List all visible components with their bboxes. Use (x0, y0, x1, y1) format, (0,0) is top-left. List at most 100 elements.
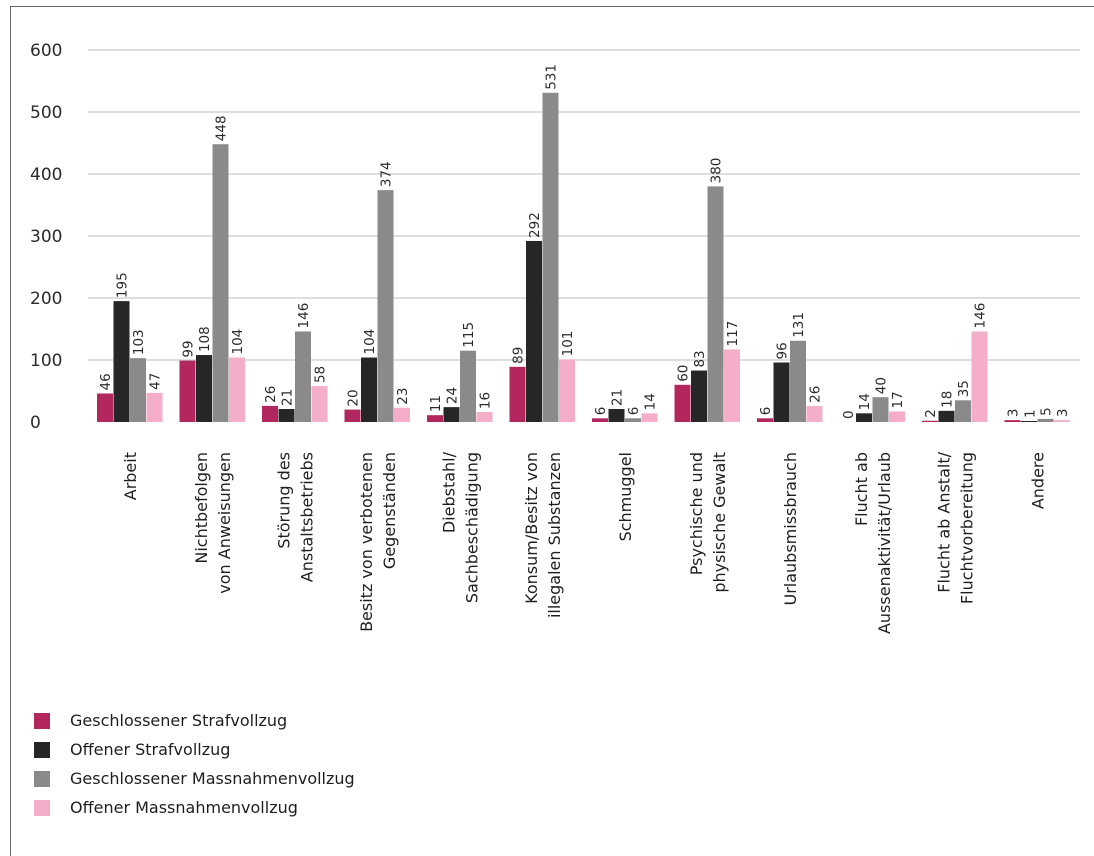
data-label: 18 (940, 391, 956, 408)
category-label: Störung des Anstaltsbetriebs (275, 452, 317, 582)
bar (955, 400, 971, 422)
category-label: Andere (1029, 452, 1048, 509)
bar (971, 331, 988, 422)
bar (262, 405, 278, 422)
legend-label: Offener Massnahmenvollzug (70, 798, 298, 817)
data-label: 101 (560, 331, 576, 357)
bar (113, 301, 130, 422)
data-label: 6 (593, 407, 609, 416)
category-label: Diebstahl/Sachbeschädigung (440, 451, 482, 603)
bar (757, 418, 773, 422)
bar (476, 412, 493, 422)
bar (361, 357, 377, 422)
category-label-line: Andere (1029, 452, 1048, 509)
bar (229, 357, 245, 422)
category-label-line: Flucht ab (852, 452, 871, 526)
category-label: Arbeit (121, 452, 140, 500)
category-label: Schmuggel (616, 452, 635, 541)
data-label: 115 (461, 322, 477, 348)
bar (179, 360, 196, 422)
category-label-line: Gegenständen (380, 452, 399, 569)
category-label-line: Fluchtvorbereitung (958, 452, 977, 604)
bar (889, 411, 905, 422)
bar (592, 418, 608, 422)
bar (922, 420, 938, 422)
category-label-line: illegalen Substanzen (545, 452, 564, 618)
data-label: 0 (841, 410, 857, 419)
bar (724, 349, 740, 422)
data-label: 108 (197, 326, 213, 352)
bar (674, 384, 691, 422)
legend-item: Geschlossener Massnahmenvollzug (34, 764, 355, 793)
data-label: 20 (346, 389, 362, 406)
category-label-line: Psychische und (687, 452, 706, 575)
legend-swatch (34, 799, 50, 816)
y-tick-label: 200 (30, 289, 62, 309)
data-label: 6 (758, 407, 774, 416)
bar (1004, 420, 1021, 422)
category-label: Konsum/Besitz von illegalen Substanzen (522, 452, 564, 618)
category-label-line: Nichtbefolgen (192, 452, 211, 564)
data-label: 14 (643, 393, 659, 410)
bar (707, 186, 724, 422)
y-tick-label: 500 (30, 103, 62, 123)
legend-swatch (34, 770, 50, 787)
data-label: 60 (676, 365, 692, 382)
data-label: 448 (214, 115, 230, 141)
data-label: 3 (1055, 409, 1071, 418)
data-label: 11 (428, 395, 444, 412)
legend-item: Geschlossener Strafvollzug (34, 706, 355, 735)
bar (608, 408, 625, 422)
bar (872, 397, 889, 422)
bar (509, 366, 526, 422)
category-label: Nichtbefolgen von Anweisungen (192, 452, 234, 594)
bar (394, 407, 410, 422)
category-label: Flucht ab Anstalt/Fluchtvorbereitung (935, 451, 977, 604)
y-tick-label: 400 (30, 165, 62, 185)
chart-frame (10, 6, 1094, 856)
data-label: 17 (890, 391, 906, 408)
bar (559, 359, 575, 422)
category-label-line: von Anweisungen (215, 452, 234, 594)
category-label-line: Sachbeschädigung (463, 452, 482, 603)
data-label: 21 (610, 389, 626, 406)
category-label-line: Flucht ab Anstalt/ (935, 451, 954, 592)
category-label: Flucht ab Aussenaktivität/Urlaub (852, 452, 894, 634)
data-label: 58 (313, 366, 329, 383)
data-label: 83 (692, 350, 708, 367)
category-label-line: Arbeit (121, 452, 140, 500)
bar (146, 392, 163, 422)
legend-label: Offener Strafvollzug (70, 740, 231, 759)
bar (938, 410, 955, 422)
bar (856, 413, 872, 422)
data-label: 146 (973, 303, 989, 329)
data-label: 23 (395, 388, 411, 405)
data-label: 146 (296, 303, 312, 329)
y-tick-label: 300 (30, 227, 62, 247)
category-label: Besitz von verbotenen Gegenständen (357, 452, 399, 632)
legend-item: Offener Massnahmenvollzug (34, 793, 355, 822)
data-label: 24 (445, 387, 461, 404)
bar (691, 370, 707, 422)
legend-label: Geschlossener Strafvollzug (70, 711, 288, 730)
data-label: 5 (1039, 407, 1055, 416)
category-label-line: Anstaltsbetriebs (298, 452, 317, 582)
bar (641, 413, 658, 422)
bar (295, 331, 311, 422)
category-label-line: Urlaubsmissbrauch (781, 452, 800, 606)
category-label-line: Störung des (275, 452, 294, 549)
bar (278, 408, 295, 422)
data-label: 47 (148, 373, 164, 390)
category-label-line: Aussenaktivität/Urlaub (875, 452, 894, 634)
data-label: 292 (527, 212, 543, 238)
data-label: 96 (775, 342, 791, 359)
data-label: 131 (791, 312, 807, 338)
bar (625, 418, 641, 422)
bar (790, 340, 806, 422)
legend-label: Geschlossener Massnahmenvollzug (70, 769, 355, 788)
bar (212, 144, 229, 423)
category-label-line: Schmuggel (616, 452, 635, 541)
bar (130, 358, 146, 422)
y-tick-label: 600 (30, 41, 62, 61)
